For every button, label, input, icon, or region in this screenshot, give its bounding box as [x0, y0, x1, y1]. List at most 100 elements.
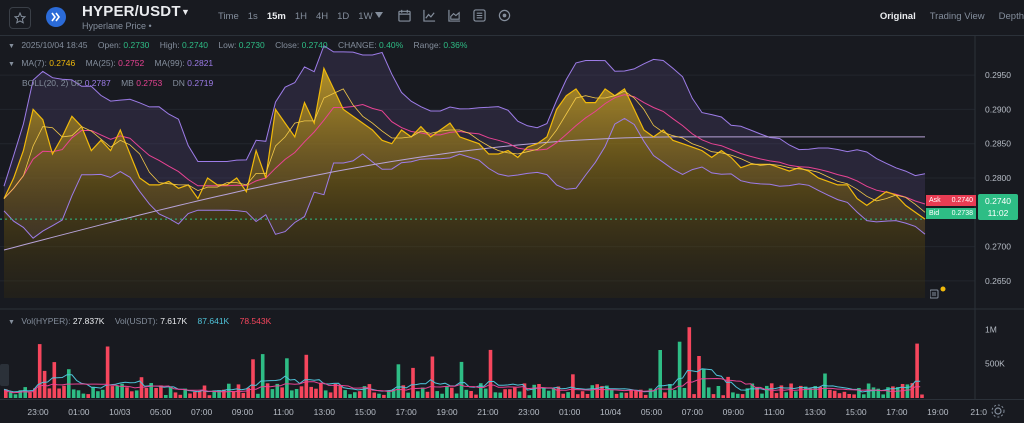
volume-bar: [130, 391, 134, 398]
time-axis-label: 19:00: [927, 407, 949, 417]
volume-bar: [37, 344, 42, 398]
volume-bar: [469, 391, 473, 398]
collapse-caret-icon[interactable]: ▼: [8, 43, 15, 50]
time-axis-label: 07:00: [191, 407, 213, 417]
ma99-value: 0.2821: [187, 58, 214, 68]
time-axis-label: 17:00: [886, 407, 908, 417]
volume-bar: [270, 389, 275, 398]
volume-bar: [202, 385, 207, 398]
bid-price-tag: Bid 0.2738: [926, 208, 976, 219]
vol-usdt-value: 7.617K: [160, 316, 188, 326]
time-axis-label: 17:00: [395, 407, 417, 417]
volume-bar: [386, 391, 391, 398]
tab-1s[interactable]: 1s: [247, 11, 258, 22]
volume-bar: [784, 392, 788, 398]
volume-bar: [576, 394, 580, 398]
ma7-line: [3, 88, 926, 213]
tab-1d[interactable]: 1D: [337, 11, 350, 22]
tab-1w[interactable]: 1W: [358, 11, 373, 22]
last-price-tag: 0.2740 11:02: [978, 194, 1018, 220]
indicator-settings-icon[interactable]: [472, 8, 486, 22]
volume-bar: [91, 386, 95, 398]
area-chart-icon[interactable]: [447, 8, 461, 22]
tab-original[interactable]: Original: [879, 11, 916, 22]
favorite-star-icon[interactable]: [9, 7, 31, 29]
volume-bar: [891, 386, 895, 398]
volume-bar: [154, 388, 158, 398]
range-label: Range:: [413, 40, 441, 50]
volume-bar: [711, 394, 716, 398]
volume-bar: [556, 386, 561, 398]
view-tabs: Original Trading View Depth: [866, 11, 1024, 22]
volume-bar: [755, 387, 759, 398]
volume-bar: [663, 392, 667, 398]
volume-bar: [4, 389, 8, 398]
boll-dn-label: DN: [172, 78, 185, 88]
volume-bar: [503, 389, 507, 398]
volume-bar: [605, 385, 609, 398]
price-alert-icon[interactable]: [929, 286, 946, 299]
pair-subtitle[interactable]: Hyperlane Price •: [82, 21, 152, 31]
volume-bar: [173, 392, 178, 398]
hyperlane-logo-icon: [46, 7, 66, 27]
volume-bar: [600, 386, 604, 398]
volume-bar: [895, 387, 900, 398]
more-timeframes-caret-icon[interactable]: [372, 8, 386, 22]
volume-bar: [8, 392, 13, 398]
volume-bar: [251, 359, 255, 398]
ma7-label: MA(7):: [21, 58, 47, 68]
time-axis-label: 10/03: [109, 407, 131, 417]
volume-bar: [401, 385, 406, 398]
boll-up-label: UP: [70, 78, 83, 88]
calendar-icon[interactable]: [397, 8, 411, 22]
volume-bar: [527, 395, 532, 398]
time-axis-bar: [0, 399, 1024, 423]
volume-bar: [832, 390, 837, 398]
display-settings-icon[interactable]: [497, 8, 511, 22]
collapse-caret-icon[interactable]: ▼: [8, 61, 15, 68]
tab-1h[interactable]: 1H: [294, 11, 307, 22]
volume-bar: [464, 389, 469, 398]
volume-bar: [357, 391, 362, 398]
pair-dropdown-caret-icon[interactable]: ▼: [181, 7, 190, 17]
volume-bar: [265, 383, 270, 398]
pane-resize-handle[interactable]: [0, 364, 9, 386]
price-chart[interactable]: 0.2950 0.2900 0.2850 0.2800 0.2700 0.2650 1M 5…: [0, 36, 1024, 423]
volume-bar: [430, 356, 435, 398]
volume-bar: [474, 394, 478, 398]
bollinger-upper-line: [3, 44, 926, 187]
axis-settings-icon[interactable]: [991, 404, 1005, 418]
tab-trading-view[interactable]: Trading View: [929, 11, 985, 22]
volume-bar: [454, 393, 459, 398]
volume-bar: [193, 391, 197, 398]
close-label: Close:: [275, 40, 300, 50]
volume-bar: [580, 391, 585, 398]
pair-title[interactable]: HYPER/USDT: [82, 3, 181, 20]
volume-bar: [571, 374, 575, 398]
boll-legend: BOLL(20, 2) UP 0.2787 MB 0.2753 DN 0.271…: [22, 78, 221, 88]
time-axis-label: 09:00: [232, 407, 254, 417]
volume-bar: [740, 394, 745, 398]
tab-depth[interactable]: Depth: [998, 11, 1024, 22]
tab-15m[interactable]: 15m: [266, 11, 286, 22]
volume-bar: [86, 394, 90, 398]
tab-time[interactable]: Time: [218, 11, 239, 22]
volume-bar: [532, 384, 536, 398]
volume-bar: [100, 389, 105, 398]
volume-bar: [241, 392, 246, 398]
volume-bar: [629, 389, 633, 398]
volume-bar: [246, 387, 250, 398]
tab-4h[interactable]: 4H: [315, 11, 329, 22]
ma7-value: 0.2746: [49, 58, 76, 68]
time-axis-label: 11:00: [273, 407, 294, 417]
volume-bar: [188, 393, 192, 398]
time-axis-label: 21:0: [970, 407, 987, 417]
collapse-caret-icon[interactable]: ▼: [8, 319, 15, 326]
line-chart-icon[interactable]: [422, 8, 436, 22]
volume-bar: [406, 392, 410, 398]
low-label: Low:: [218, 40, 237, 50]
price-axis-label: 0.2650: [985, 276, 1011, 286]
time-axis-label: 23:00: [27, 407, 49, 417]
volume-bar: [348, 394, 352, 398]
volume-bar: [168, 386, 173, 398]
